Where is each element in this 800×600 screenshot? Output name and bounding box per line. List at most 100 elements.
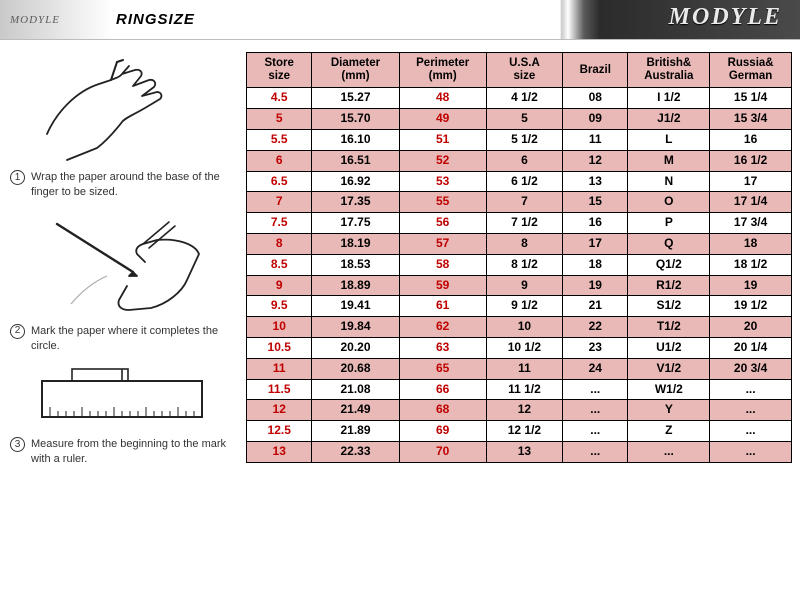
hand-pencil-icon (8, 210, 236, 320)
table-cell: 09 (563, 109, 628, 130)
table-cell: 11.5 (247, 379, 312, 400)
col-header: British&Australia (628, 53, 710, 88)
table-cell: O (628, 192, 710, 213)
table-cell: 16 (710, 130, 792, 151)
table-cell: 65 (399, 358, 486, 379)
table-cell: 11 (486, 358, 562, 379)
table-cell: 20 (710, 317, 792, 338)
table-cell: 6.5 (247, 171, 312, 192)
table-cell: 56 (399, 213, 486, 234)
table-row: 1322.337013......... (247, 441, 792, 462)
table-row: 616.5152612M16 1/2 (247, 150, 792, 171)
table-cell: 7.5 (247, 213, 312, 234)
table-cell: 13 (247, 441, 312, 462)
table-cell: 6 1/2 (486, 171, 562, 192)
table-cell: U1/2 (628, 338, 710, 359)
table-cell: T1/2 (628, 317, 710, 338)
table-cell: 8 1/2 (486, 254, 562, 275)
ruler-icon (8, 363, 236, 433)
table-row: 9.519.41619 1/221S1/219 1/2 (247, 296, 792, 317)
table-cell: 12 (486, 400, 562, 421)
table-cell: 6 (486, 150, 562, 171)
table-cell: 19 1/2 (710, 296, 792, 317)
table-cell: 58 (399, 254, 486, 275)
table-row: 1120.68651124V1/220 3/4 (247, 358, 792, 379)
table-cell: Q1/2 (628, 254, 710, 275)
table-cell: 22 (563, 317, 628, 338)
table-cell: Q (628, 234, 710, 255)
col-header: Storesize (247, 53, 312, 88)
table-cell: 12.5 (247, 421, 312, 442)
page: MODYLE RINGSIZE MODYLE (0, 0, 800, 600)
table-cell: 57 (399, 234, 486, 255)
table-cell: 20.20 (312, 338, 399, 359)
table-cell: 13 (563, 171, 628, 192)
table-cell: W1/2 (628, 379, 710, 400)
col-header: Perimeter(mm) (399, 53, 486, 88)
brand-large: MODYLE (669, 4, 782, 31)
col-header: Diameter(mm) (312, 53, 399, 88)
table-cell: 23 (563, 338, 628, 359)
table-cell: 16 1/2 (710, 150, 792, 171)
table-cell: 17 (710, 171, 792, 192)
table-cell: 48 (399, 88, 486, 109)
step-2-text: Mark the paper where it completes the ci… (31, 324, 234, 354)
table-cell: 4 1/2 (486, 88, 562, 109)
table-cell: 7 (247, 192, 312, 213)
table-cell: 53 (399, 171, 486, 192)
table-cell: 9 (247, 275, 312, 296)
table-cell: 63 (399, 338, 486, 359)
table-cell: 18.53 (312, 254, 399, 275)
table-cell: 18 1/2 (710, 254, 792, 275)
table-cell: 10.5 (247, 338, 312, 359)
table-cell: 15 1/4 (710, 88, 792, 109)
table-cell: 16 (563, 213, 628, 234)
table-cell: 69 (399, 421, 486, 442)
table-cell: 9 1/2 (486, 296, 562, 317)
step-2: 2 Mark the paper where it completes the … (8, 210, 236, 358)
table-cell: 15 (563, 192, 628, 213)
table-cell: 19 (563, 275, 628, 296)
table-cell: 9 (486, 275, 562, 296)
table-cell: 21.08 (312, 379, 399, 400)
table-row: 717.3555715O17 1/4 (247, 192, 792, 213)
table-cell: M (628, 150, 710, 171)
table-cell: 18 (563, 254, 628, 275)
size-table: StoresizeDiameter(mm)Perimeter(mm)U.S.As… (246, 52, 792, 463)
size-table-body: 4.515.27484 1/208I 1/215 1/4515.7049509J… (247, 88, 792, 462)
table-cell: 55 (399, 192, 486, 213)
step-3: 3 Measure from the beginning to the mark… (8, 363, 236, 471)
table-cell: 24 (563, 358, 628, 379)
table-cell: 51 (399, 130, 486, 151)
table-cell: 17 1/4 (710, 192, 792, 213)
table-cell: 21.89 (312, 421, 399, 442)
table-cell: 08 (563, 88, 628, 109)
table-cell: 70 (399, 441, 486, 462)
table-cell: 8.5 (247, 254, 312, 275)
table-cell: ... (710, 400, 792, 421)
table-cell: P (628, 213, 710, 234)
table-cell: 15.27 (312, 88, 399, 109)
table-cell: 20 1/4 (710, 338, 792, 359)
table-cell: 11 (247, 358, 312, 379)
table-cell: R1/2 (628, 275, 710, 296)
table-cell: 68 (399, 400, 486, 421)
table-cell: 62 (399, 317, 486, 338)
table-cell: ... (563, 441, 628, 462)
table-cell: 15 3/4 (710, 109, 792, 130)
table-cell: N (628, 171, 710, 192)
table-cell: 52 (399, 150, 486, 171)
table-cell: 20.68 (312, 358, 399, 379)
table-cell: 49 (399, 109, 486, 130)
table-row: 5.516.10515 1/211L16 (247, 130, 792, 151)
table-cell: 18 (710, 234, 792, 255)
table-row: 1221.496812...Y... (247, 400, 792, 421)
table-cell: ... (710, 379, 792, 400)
step-3-caption: 3 Measure from the beginning to the mark… (8, 437, 236, 471)
step-2-number: 2 (10, 324, 25, 339)
step-2-caption: 2 Mark the paper where it completes the … (8, 324, 236, 358)
table-row: 10.520.206310 1/223U1/220 1/4 (247, 338, 792, 359)
table-cell: V1/2 (628, 358, 710, 379)
table-row: 1019.84621022T1/220 (247, 317, 792, 338)
table-cell: 12 1/2 (486, 421, 562, 442)
